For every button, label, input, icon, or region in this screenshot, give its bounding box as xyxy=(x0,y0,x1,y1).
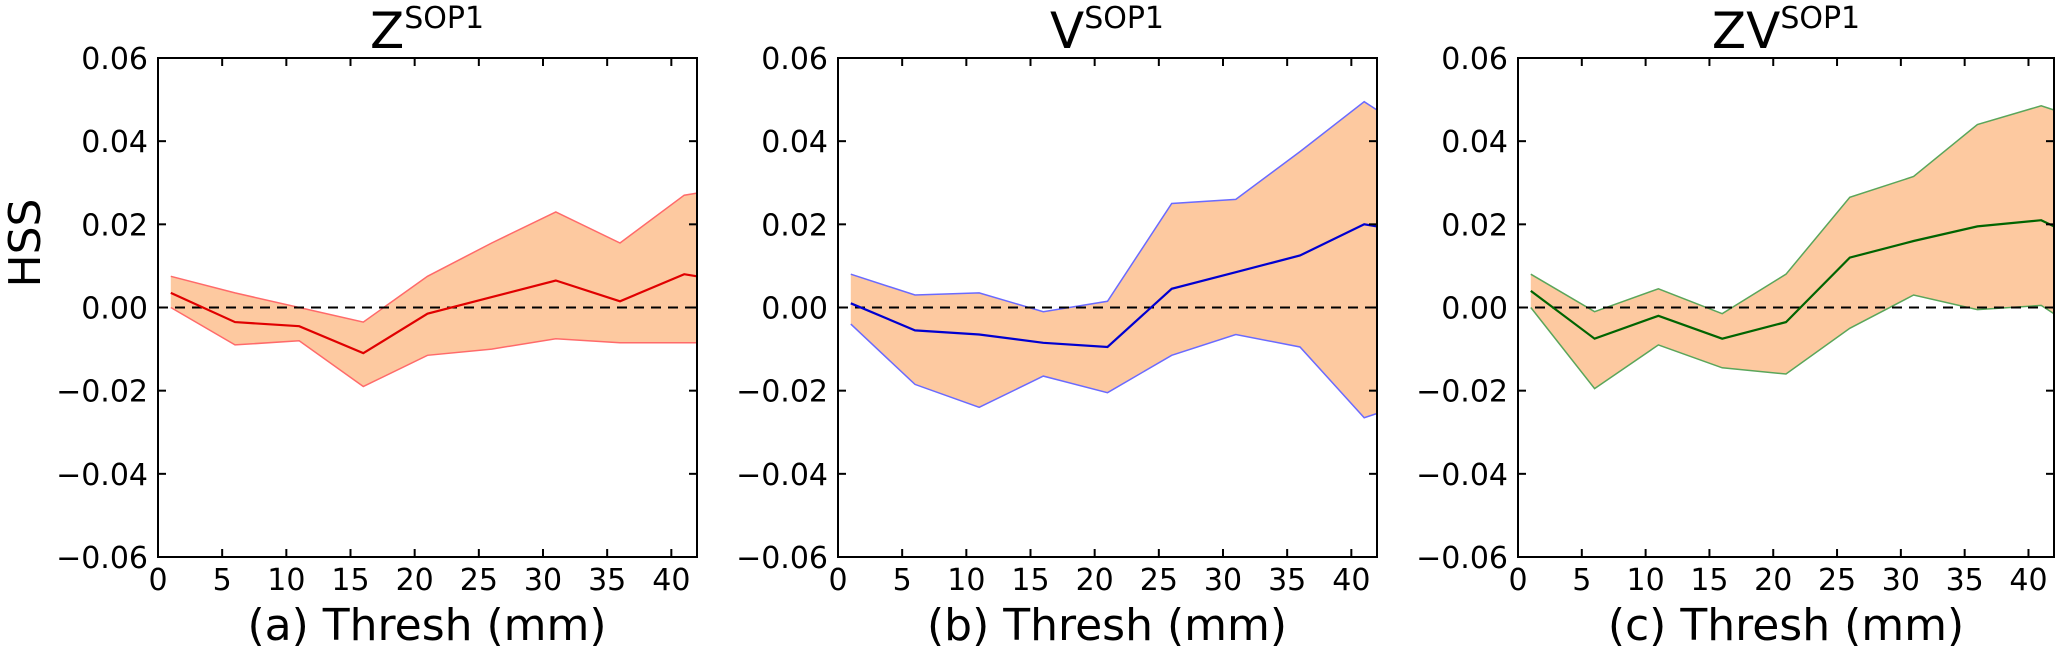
panel-a-xtick-label: 5 xyxy=(213,563,232,598)
panel-c-band xyxy=(1530,105,2054,389)
panel-b-ytick-label: 0.04 xyxy=(761,125,828,160)
panel-c-xtick-label: 20 xyxy=(1754,563,1792,598)
panel-a-xtick-label: 0 xyxy=(148,563,167,598)
panel-a-plot xyxy=(158,192,698,388)
panel-c-ytick-label: −0.06 xyxy=(1416,541,1508,576)
panel-a-mean-line xyxy=(170,273,698,355)
panel-c-upper-line xyxy=(1530,105,2055,315)
panel-a-xtick-label: 25 xyxy=(460,563,498,598)
panel-b-title: VSOP1 xyxy=(1050,1,1164,60)
panel-c-title: ZVSOP1 xyxy=(1712,1,1860,60)
panel-a-lower-line xyxy=(170,306,697,388)
panel-b-xtick-label: 25 xyxy=(1140,563,1178,598)
panel-b-lower-line xyxy=(850,323,1378,419)
panel-c-ytick-label: 0.00 xyxy=(1441,292,1508,327)
panel-a: 0 5 10 15 20 25 30 35 40 0.06 0.04 0.02 0.00 −0.02 −0.… xyxy=(56,1,698,651)
panel-a-ytick-label: 0.04 xyxy=(81,125,148,160)
panel-c-xtick-label: 40 xyxy=(2009,563,2047,598)
panel-c-ytick-label: −0.04 xyxy=(1416,458,1508,493)
panel-a-band xyxy=(170,193,698,387)
panel-a-xtick-label: 10 xyxy=(267,563,305,598)
panel-c-xtick-label: 5 xyxy=(1572,563,1591,598)
panel-c-xtick-label: 30 xyxy=(1882,563,1920,598)
panel-a-xtick-label: 35 xyxy=(588,563,626,598)
panel-a-ytick-label: −0.02 xyxy=(56,375,148,410)
panel-a-title-sup: SOP1 xyxy=(404,1,484,36)
panel-c-xlabel: (c) Thresh (mm) xyxy=(1608,600,1964,651)
panel-b-title-base: V xyxy=(1050,2,1084,60)
panel-b-ticks: 0 5 10 15 20 25 30 35 40 0.06 0.04 0.02 0.00 −0.02 −0.… xyxy=(736,42,1377,598)
panel-a-xtick-label: 15 xyxy=(331,563,369,598)
y-axis-label: HSS xyxy=(0,199,51,288)
panel-b-upper-line xyxy=(850,100,1378,313)
panel-b-xtick-label: 20 xyxy=(1076,563,1114,598)
panel-a-ytick-label: 0.02 xyxy=(81,208,148,243)
panel-c-ytick-label: −0.02 xyxy=(1416,375,1508,410)
panel-a-ticks: 0 5 10 15 20 25 30 35 40 0.06 0.04 0.02 0.00 −0.02 −0.… xyxy=(56,42,697,598)
panel-c-xtick-label: 35 xyxy=(1946,563,1984,598)
panel-b-ytick-label: 0.06 xyxy=(761,42,828,77)
panel-b: 0 5 10 15 20 25 30 35 40 0.06 0.04 0.02 0.00 −0.02 −0.… xyxy=(736,1,1378,651)
panel-a-xtick-label: 40 xyxy=(652,563,690,598)
panel-b-xtick-label: 30 xyxy=(1204,563,1242,598)
panel-a-title: ZSOP1 xyxy=(370,1,484,60)
panel-c-ytick-label: 0.04 xyxy=(1441,125,1508,160)
panel-c-title-sup: SOP1 xyxy=(1780,1,1860,36)
panel-a-upper-line xyxy=(170,192,698,323)
panel-c-xtick-label: 0 xyxy=(1508,563,1527,598)
panel-c-plot xyxy=(1518,105,2055,390)
panel-c-ticks: 0 5 10 15 20 25 30 35 40 0.06 0.04 0.02 0.00 −0.02 −0.… xyxy=(1416,42,2054,598)
panel-a-title-base: Z xyxy=(370,2,404,60)
panel-a-xtick-label: 20 xyxy=(396,563,434,598)
panel-b-title-sup: SOP1 xyxy=(1084,1,1164,36)
panel-b-xtick-label: 15 xyxy=(1011,563,1049,598)
panel-b-xtick-label: 35 xyxy=(1268,563,1306,598)
panel-b-xtick-label: 10 xyxy=(947,563,985,598)
panel-c-ytick-label: 0.02 xyxy=(1441,208,1508,243)
panel-a-xtick-label: 30 xyxy=(524,563,562,598)
panel-c-lower-line xyxy=(1530,294,2055,390)
panel-b-ytick-label: 0.02 xyxy=(761,208,828,243)
panel-b-ytick-label: −0.04 xyxy=(736,458,828,493)
panel-b-band xyxy=(850,101,1377,418)
panel-b-xtick-label: 5 xyxy=(893,563,912,598)
panel-c-xtick-label: 10 xyxy=(1627,563,1665,598)
panel-c-xtick-label: 25 xyxy=(1818,563,1856,598)
panel-c-xtick-label: 15 xyxy=(1690,563,1728,598)
panel-b-xlabel: (b) Thresh (mm) xyxy=(927,600,1287,651)
panel-a-ytick-label: 0.00 xyxy=(81,292,148,327)
panel-b-ytick-label: −0.02 xyxy=(736,375,828,410)
panel-c-mean-line xyxy=(1530,219,2055,340)
panel-c-ytick-label: 0.06 xyxy=(1441,42,1508,77)
panel-b-mean-line xyxy=(850,223,1378,349)
panel-a-ytick-label: −0.06 xyxy=(56,541,148,576)
panel-a-ytick-label: −0.04 xyxy=(56,458,148,493)
panel-b-xtick-label: 0 xyxy=(828,563,847,598)
panel-b-plot xyxy=(838,100,1378,419)
panel-a-ytick-label: 0.06 xyxy=(81,42,148,77)
panel-a-xlabel: (a) Thresh (mm) xyxy=(247,600,606,651)
panel-b-ytick-label: −0.06 xyxy=(736,541,828,576)
panel-c-title-base: ZV xyxy=(1712,2,1780,60)
panel-b-ytick-label: 0.00 xyxy=(761,292,828,327)
panel-b-xtick-label: 40 xyxy=(1332,563,1370,598)
panel-c: 0 5 10 15 20 25 30 35 40 0.06 0.04 0.02 0.00 −0.02 −0.… xyxy=(1416,1,2055,651)
